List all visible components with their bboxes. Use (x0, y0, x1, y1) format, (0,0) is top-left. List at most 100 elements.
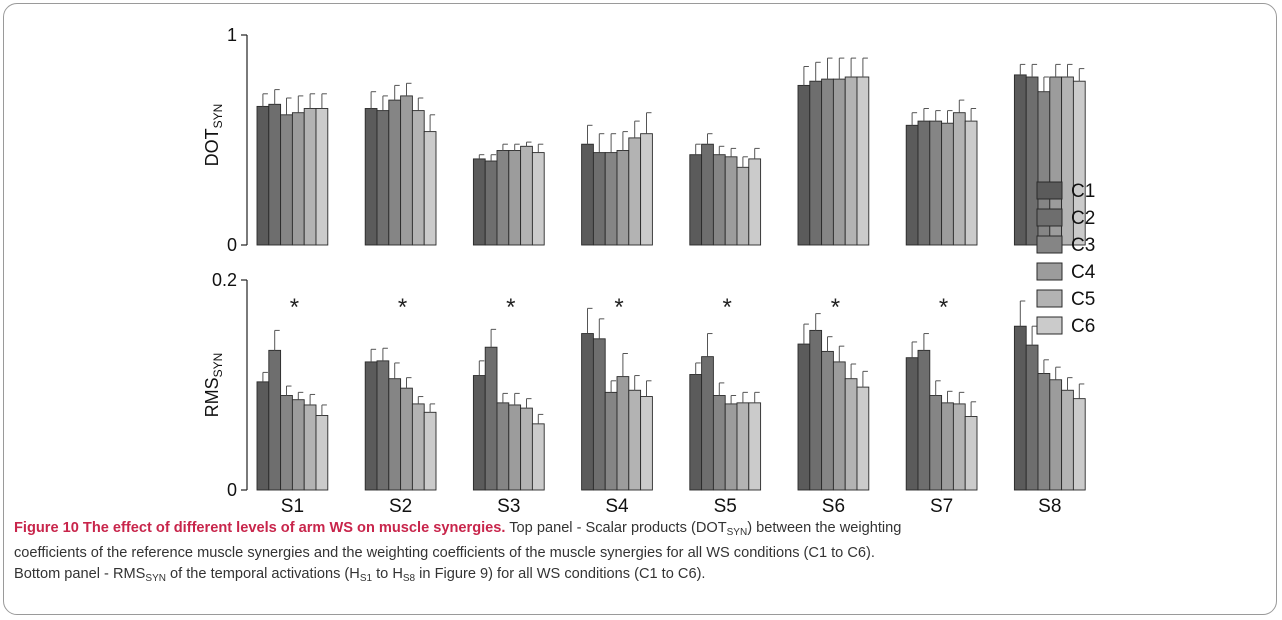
bar-c6 (748, 158, 762, 246)
y-axis-label-sub: SYN (211, 104, 225, 129)
bar-c3 (929, 395, 943, 491)
bar-c6 (531, 423, 545, 491)
category-label: S6 (822, 496, 845, 517)
bar-c6 (315, 108, 329, 246)
caption-title: Figure 10 The effect of different levels… (14, 520, 506, 536)
bar-c5 (736, 402, 750, 491)
bar-c3 (280, 114, 293, 246)
bar-c5 (952, 112, 966, 246)
bar-c3 (1037, 373, 1051, 491)
bar-c1 (905, 124, 919, 246)
significance-star: * (831, 294, 840, 321)
bar-c5 (520, 145, 533, 246)
bar-c3 (496, 402, 510, 491)
y-tick-label: 1 (227, 25, 237, 45)
bar-c1 (256, 381, 270, 491)
bar-c5 (628, 137, 642, 246)
significance-star: * (939, 294, 948, 321)
bar-c4 (832, 78, 846, 246)
bar-c2 (701, 143, 714, 246)
significance-star: * (614, 294, 623, 321)
bar-c6 (748, 402, 762, 491)
caption-text: in Figure 9) for all WS conditions (C1 t… (415, 566, 706, 582)
y-axis-label: RMSSYN (202, 353, 225, 418)
bar-c3 (388, 99, 402, 246)
bar-c4 (291, 112, 305, 246)
caption-subscript: SYN (726, 527, 748, 538)
legend-swatch-c2 (1036, 208, 1063, 227)
bar-c5 (844, 378, 858, 491)
caption-subscript: S1 (359, 573, 373, 584)
caption-subscript: SYN (145, 573, 166, 584)
bar-c1 (689, 374, 703, 491)
bar-c5 (628, 389, 642, 491)
bar-c2 (809, 80, 823, 246)
bar-c1 (256, 105, 270, 246)
legend-label: C2 (1071, 208, 1095, 229)
legend-label: C3 (1071, 235, 1095, 256)
bar-c2 (809, 329, 823, 491)
bar-c2 (268, 103, 282, 246)
legend-swatch-c5 (1036, 289, 1063, 308)
bar-c4 (616, 150, 630, 246)
bar-c3 (821, 78, 834, 246)
bar-c2 (484, 160, 498, 246)
bar-c3 (496, 150, 510, 246)
bar-c2 (592, 338, 606, 491)
y-axis-label: DOTSYN (202, 104, 225, 167)
bar-c1 (472, 375, 486, 491)
bar-c5 (1061, 389, 1074, 491)
category-label: S2 (389, 496, 412, 517)
bar-c1 (1013, 325, 1027, 491)
bar-c3 (388, 378, 402, 491)
bar-c2 (376, 360, 390, 491)
bar-c4 (941, 402, 954, 491)
bar-c4 (724, 156, 738, 246)
bar-c4 (291, 399, 305, 491)
top-panel: 1 0 DOTSYN (202, 25, 1086, 255)
y-axis-label-main: DOT (202, 128, 222, 166)
bar-c2 (701, 356, 714, 491)
bar-c5 (952, 403, 966, 491)
bar-c5 (411, 403, 425, 491)
significance-star: * (506, 294, 515, 321)
bar-c1 (581, 143, 594, 246)
bar-c1 (472, 158, 486, 246)
legend-swatch-c6 (1036, 316, 1063, 335)
legend-label: C4 (1071, 262, 1096, 283)
bar-c5 (520, 407, 533, 491)
bar-c1 (581, 333, 594, 491)
y-axis-label-main: RMS (202, 377, 222, 417)
bar-c6 (423, 411, 437, 491)
bar-c2 (1025, 76, 1039, 246)
legend-swatch-c4 (1036, 262, 1063, 281)
bar-c5 (736, 166, 750, 246)
bar-c2 (1025, 344, 1039, 491)
legend-swatch-c3 (1036, 235, 1063, 254)
bar-c1 (364, 361, 378, 491)
bar-c4 (724, 403, 738, 491)
bar-c6 (856, 386, 870, 491)
category-label: S8 (1038, 496, 1061, 517)
bar-c4 (400, 387, 413, 491)
bar-c5 (844, 76, 858, 246)
bar-c2 (592, 152, 606, 246)
significance-star: * (398, 294, 407, 321)
legend: C1 C2 C3 C4 C5 C6 (1036, 181, 1096, 337)
significance-star: * (723, 294, 732, 321)
category-label: S4 (605, 496, 629, 517)
bar-c1 (797, 84, 811, 246)
bar-c3 (280, 395, 293, 491)
bar-c6 (856, 76, 870, 246)
legend-swatch-c1 (1036, 181, 1063, 200)
figure-caption: Figure 10 The effect of different levels… (14, 518, 1264, 589)
bar-c4 (508, 404, 522, 491)
category-label: S7 (930, 496, 953, 517)
bar-c2 (917, 120, 931, 246)
bar-c1 (905, 357, 919, 491)
bar-c6 (315, 415, 329, 491)
y-tick-label: 0 (227, 235, 237, 255)
bar-c2 (376, 110, 390, 246)
